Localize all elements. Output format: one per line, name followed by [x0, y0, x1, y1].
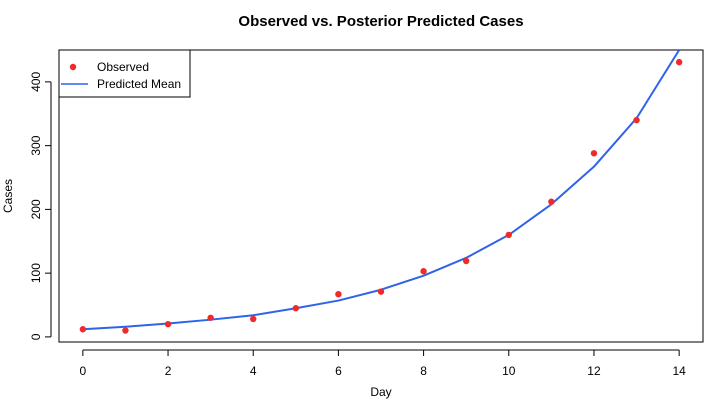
observed-point — [633, 116, 640, 124]
observed-point — [207, 314, 214, 321]
observed-point — [675, 58, 683, 66]
plot-frame — [58, 49, 704, 343]
x-axis: 0 2 4 6 8 10 12 14 — [80, 349, 686, 378]
x-axis-label: Day — [370, 385, 391, 399]
x-tick-label: 0 — [80, 364, 87, 378]
observed-point — [462, 257, 470, 265]
observed-point — [164, 320, 172, 328]
chart-title: Observed vs. Posterior Predicted Cases — [238, 13, 523, 30]
y-axis: 0 100 200 300 400 — [29, 72, 52, 340]
observed-point — [250, 315, 257, 323]
observed-point — [505, 231, 512, 239]
observed-point — [122, 327, 129, 334]
observed-point — [335, 290, 342, 298]
observed-point — [590, 150, 598, 157]
observed-point — [420, 268, 427, 275]
y-tick-label: 100 — [29, 263, 43, 283]
x-tick-label: 14 — [672, 364, 686, 378]
x-tick-label: 12 — [587, 364, 601, 378]
x-tick-label: 2 — [165, 364, 172, 378]
y-tick-label: 400 — [29, 72, 43, 92]
y-axis-label: Cases — [1, 179, 15, 213]
x-tick-label: 6 — [335, 364, 342, 378]
legend-observed-marker — [69, 63, 77, 71]
x-tick-label: 8 — [420, 364, 427, 378]
x-tick-label: 10 — [502, 364, 516, 378]
y-tick-label: 0 — [29, 333, 43, 340]
observed-point — [377, 288, 385, 295]
observed-points-layer — [79, 58, 683, 334]
legend-predicted-label: Predicted Mean — [97, 77, 181, 91]
observed-point — [292, 305, 300, 312]
legend-observed-label: Observed — [97, 60, 149, 74]
x-tick-label: 4 — [250, 364, 257, 378]
legend: Observed Predicted Mean — [58, 49, 191, 98]
y-tick-label: 200 — [29, 199, 43, 219]
legend-box — [58, 49, 191, 98]
y-tick-label: 300 — [29, 135, 43, 155]
observed-point — [79, 326, 87, 333]
observed-point — [548, 198, 555, 205]
